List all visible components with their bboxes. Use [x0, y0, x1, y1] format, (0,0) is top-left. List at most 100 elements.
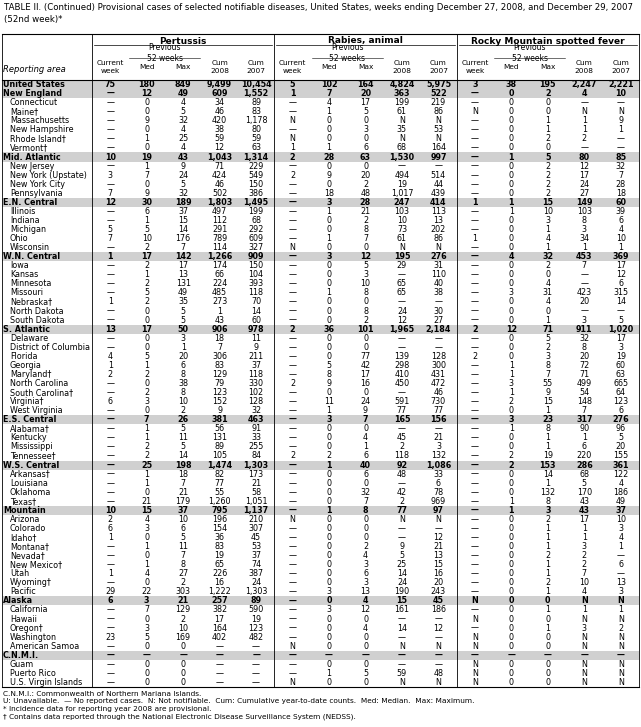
Text: 1: 1 — [545, 225, 551, 234]
Text: 38: 38 — [178, 379, 188, 388]
Text: 497: 497 — [212, 207, 228, 216]
Text: 243: 243 — [431, 587, 446, 596]
Text: 12: 12 — [579, 161, 589, 171]
Text: 84: 84 — [251, 451, 261, 460]
Text: N: N — [435, 642, 442, 651]
Text: 0: 0 — [509, 307, 514, 316]
Bar — [2, 80, 639, 89]
Text: —: — — [106, 551, 114, 560]
Text: —: — — [617, 651, 625, 660]
Text: —: — — [471, 189, 479, 198]
Text: 0: 0 — [509, 116, 514, 125]
Text: N: N — [581, 678, 587, 687]
Text: 8: 8 — [181, 370, 186, 379]
Text: —: — — [288, 497, 297, 506]
Text: —: — — [106, 470, 114, 478]
Text: 12: 12 — [433, 533, 444, 542]
Text: 463: 463 — [248, 415, 264, 425]
Text: 72: 72 — [579, 361, 590, 370]
Text: Rabies, animal: Rabies, animal — [328, 36, 403, 46]
Text: 21: 21 — [360, 207, 370, 216]
Text: 2: 2 — [144, 388, 149, 397]
Text: 3: 3 — [582, 316, 587, 324]
Text: 48: 48 — [397, 470, 407, 478]
Text: —: — — [471, 388, 479, 397]
Text: 2: 2 — [472, 325, 478, 334]
Text: 34: 34 — [579, 234, 589, 243]
Text: 0: 0 — [509, 660, 514, 669]
Text: 46: 46 — [215, 180, 224, 189]
Text: TABLE II. (Continued) Provisional cases of selected notifiable diseases, United : TABLE II. (Continued) Provisional cases … — [4, 3, 633, 24]
Text: —: — — [471, 470, 479, 478]
Text: 5: 5 — [363, 669, 368, 678]
Text: 2: 2 — [472, 352, 478, 361]
Text: 1: 1 — [472, 234, 478, 243]
Text: 5: 5 — [181, 533, 186, 542]
Text: —: — — [471, 542, 479, 551]
Text: N: N — [472, 614, 478, 624]
Text: N: N — [399, 134, 405, 143]
Text: 61: 61 — [397, 107, 407, 116]
Text: 24: 24 — [360, 397, 370, 406]
Text: 150: 150 — [249, 180, 263, 189]
Text: 83: 83 — [215, 542, 224, 551]
Text: 60: 60 — [615, 198, 626, 206]
Text: 423: 423 — [577, 289, 592, 297]
Text: 4: 4 — [363, 624, 368, 632]
Text: 58: 58 — [251, 488, 261, 497]
Text: N: N — [290, 116, 296, 125]
Text: —: — — [106, 651, 114, 660]
Text: Idaho†: Idaho† — [10, 533, 37, 542]
Text: 2: 2 — [290, 325, 296, 334]
Text: 174: 174 — [212, 261, 227, 270]
Text: 9: 9 — [618, 116, 623, 125]
Text: Pacific: Pacific — [10, 587, 36, 596]
Text: —: — — [471, 297, 479, 307]
Text: 0: 0 — [181, 669, 186, 678]
Text: C.N.M.I.: C.N.M.I. — [3, 651, 39, 660]
Text: Med: Med — [139, 64, 154, 70]
Text: Ohio: Ohio — [10, 234, 29, 243]
Text: N: N — [399, 515, 405, 524]
Text: 0: 0 — [326, 596, 332, 606]
Text: Washington: Washington — [10, 632, 57, 642]
Text: 609: 609 — [212, 89, 228, 98]
Text: 118: 118 — [249, 370, 263, 379]
Text: 12: 12 — [141, 89, 153, 98]
Text: —: — — [398, 425, 406, 433]
Text: South Carolina†: South Carolina† — [10, 388, 73, 397]
Text: 229: 229 — [249, 161, 264, 171]
Text: 273: 273 — [212, 297, 228, 307]
Text: 0: 0 — [509, 216, 514, 225]
Text: —: — — [288, 533, 297, 542]
Text: 8: 8 — [363, 225, 368, 234]
Text: 330: 330 — [249, 379, 263, 388]
Text: —: — — [288, 460, 297, 470]
Text: 15: 15 — [178, 216, 188, 225]
Text: 327: 327 — [249, 243, 263, 252]
Text: —: — — [288, 651, 297, 660]
Text: 789: 789 — [212, 234, 228, 243]
Text: Alabama†: Alabama† — [10, 425, 50, 433]
Text: 4: 4 — [619, 478, 623, 488]
Text: 35: 35 — [397, 125, 407, 134]
Text: 0: 0 — [545, 307, 551, 316]
Text: 1: 1 — [181, 342, 186, 352]
Text: 0: 0 — [326, 443, 331, 451]
Text: 0: 0 — [326, 307, 331, 316]
Text: 14: 14 — [178, 451, 188, 460]
Text: 1: 1 — [582, 125, 587, 134]
Text: 1: 1 — [582, 533, 587, 542]
Text: 10: 10 — [142, 234, 152, 243]
Text: Previous
52 weeks: Previous 52 weeks — [512, 43, 547, 63]
Text: 1: 1 — [545, 243, 551, 252]
Text: 226: 226 — [212, 569, 228, 578]
Text: —: — — [106, 180, 114, 189]
Text: N: N — [290, 678, 296, 687]
Text: —: — — [435, 297, 442, 307]
Text: 0: 0 — [545, 614, 551, 624]
Text: 1,051: 1,051 — [245, 497, 267, 506]
Text: 90: 90 — [579, 425, 589, 433]
Text: 65: 65 — [397, 279, 407, 289]
Text: —: — — [288, 289, 297, 297]
